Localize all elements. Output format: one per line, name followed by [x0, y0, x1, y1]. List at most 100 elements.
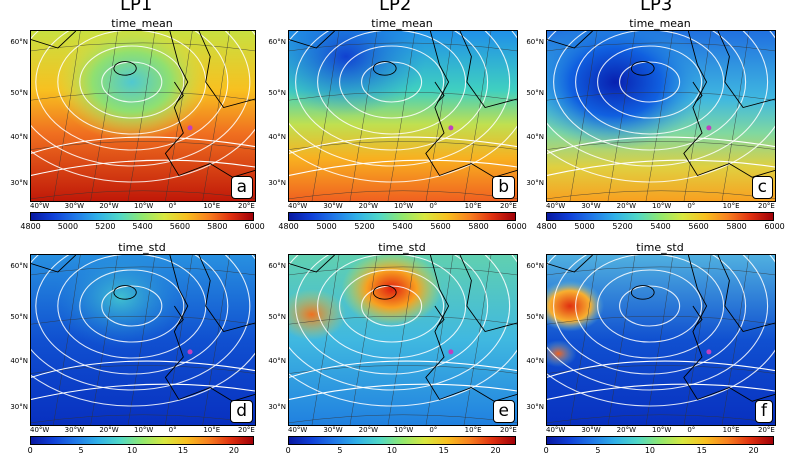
- lat-tick-label: 60°N: [10, 261, 28, 270]
- colorbar-tick-label: 5000: [574, 222, 595, 231]
- lon-tick-label: 10°W: [134, 202, 154, 210]
- lon-tick-label: 20°W: [358, 426, 378, 434]
- lat-tick-label: 60°N: [268, 37, 286, 46]
- lat-tick-label: 40°N: [268, 357, 286, 366]
- colorbar: [546, 212, 774, 221]
- lat-tick-label: 60°N: [10, 37, 28, 46]
- lon-tick-label: 40°W: [546, 426, 566, 434]
- panel-title: time_std: [378, 241, 426, 254]
- colorbar-tick-label: 20: [228, 446, 240, 455]
- lat-tick-label: 50°N: [268, 88, 286, 97]
- lon-tick-label: 40°W: [30, 202, 50, 210]
- colorbar-tick-label: 5000: [316, 222, 337, 231]
- colorbar: [546, 436, 774, 445]
- lat-tick-label: 30°N: [268, 179, 286, 187]
- lon-tick-label: 10°E: [203, 202, 221, 210]
- colorbar-tick-label: 15: [696, 446, 707, 455]
- lon-tick-label: 0°: [168, 426, 177, 434]
- lon-tick-label: 10°W: [394, 202, 414, 210]
- colorbar-tick-label: 5400: [392, 222, 413, 231]
- colorbar-tick-label: 5400: [132, 222, 153, 231]
- lat-tick-label: 40°N: [10, 357, 28, 366]
- colorbar: [288, 436, 516, 445]
- colorbar-tick-label: 10: [127, 446, 138, 455]
- map-plot: d: [30, 254, 256, 426]
- panel-letter: e: [492, 400, 515, 423]
- lon-tick-label: 10°E: [203, 426, 221, 434]
- colorbar-tick-label: 20: [490, 446, 501, 455]
- colorbar-tick-label: 5: [78, 446, 84, 455]
- lon-tick-label: 10°E: [722, 426, 740, 434]
- colorbar-tick-label: 6000: [506, 222, 527, 231]
- lon-tick-label: 10°E: [464, 426, 482, 434]
- lon-tick-label: 20°E: [238, 426, 255, 434]
- lat-tick-label: 40°N: [526, 357, 544, 366]
- colorbar: [30, 436, 254, 445]
- lon-tick-label: 20°E: [500, 426, 517, 434]
- lon-tick-label: 10°E: [722, 202, 740, 210]
- lon-tick-label: 20°W: [616, 426, 636, 434]
- lon-tick-label: 30°W: [64, 202, 84, 210]
- panel-title: time_mean: [111, 17, 173, 30]
- lon-tick-label: 20°E: [500, 202, 517, 210]
- colorbar-tick-label: 10: [386, 446, 398, 455]
- lon-tick-label: 40°W: [546, 202, 566, 210]
- panel-title: time_std: [636, 241, 684, 254]
- colorbar-tick-label: 5200: [612, 222, 633, 231]
- lon-tick-label: 20°W: [99, 426, 119, 434]
- colorbar-tick-label: 5200: [95, 222, 116, 231]
- panel-title: time_mean: [371, 17, 433, 30]
- lon-tick-label: 30°W: [581, 202, 601, 210]
- lon-tick-label: 30°W: [581, 426, 601, 434]
- map-plot: f: [546, 254, 776, 426]
- lon-tick-label: 40°W: [288, 202, 308, 210]
- lon-tick-label: 10°W: [652, 202, 672, 210]
- lon-tick-label: 0°: [429, 426, 438, 434]
- map-field: [547, 31, 775, 201]
- colorbar-tick-label: 5200: [354, 222, 375, 231]
- colorbar-tick-label: 0: [543, 446, 549, 455]
- colorbar-tick-label: 5800: [207, 222, 228, 231]
- colorbar: [30, 212, 254, 221]
- colorbar-tick-label: 6000: [764, 222, 785, 231]
- panel-letter: f: [755, 400, 773, 423]
- colorbar-tick-label: 5400: [650, 222, 671, 231]
- lat-tick-label: 60°N: [526, 37, 544, 46]
- column-title-lp2: LP2: [379, 0, 412, 15]
- column-title-lp1: LP1: [120, 0, 153, 15]
- lon-tick-label: 20°E: [758, 426, 775, 434]
- panel-letter: b: [492, 176, 515, 199]
- colorbar-tick-label: 6000: [244, 222, 265, 231]
- lat-tick-label: 30°N: [526, 403, 544, 411]
- map-field: [31, 31, 255, 201]
- lon-tick-label: 10°W: [134, 426, 154, 434]
- lon-tick-label: 40°W: [30, 426, 50, 434]
- colorbar-tick-label: 15: [438, 446, 449, 455]
- colorbar-tick-label: 5600: [430, 222, 451, 231]
- lon-tick-label: 20°E: [238, 202, 255, 210]
- lat-tick-label: 30°N: [268, 403, 286, 411]
- map-field: [289, 255, 517, 425]
- colorbar: [288, 212, 516, 221]
- colorbar-tick-label: 5000: [57, 222, 79, 231]
- panel-letter: d: [230, 400, 253, 423]
- colorbar-tick-label: 5: [337, 446, 343, 455]
- column-title-lp3: LP3: [640, 0, 673, 15]
- map-field: [289, 31, 517, 201]
- lon-tick-label: 0°: [168, 202, 177, 210]
- lat-tick-label: 30°N: [10, 179, 28, 187]
- lon-tick-label: 30°W: [323, 202, 343, 210]
- panel-title: time_mean: [629, 17, 691, 30]
- lon-tick-label: 30°W: [64, 426, 84, 434]
- colorbar-tick-label: 0: [285, 446, 291, 455]
- lat-tick-label: 40°N: [268, 133, 286, 142]
- lat-tick-label: 50°N: [10, 88, 28, 97]
- colorbar-tick-label: 5600: [688, 222, 709, 231]
- lon-tick-label: 10°E: [464, 202, 482, 210]
- lat-tick-label: 60°N: [526, 261, 544, 270]
- panel-letter: a: [230, 176, 253, 199]
- colorbar-tick-label: 4800: [278, 222, 299, 231]
- lon-tick-label: 20°W: [616, 202, 636, 210]
- lat-tick-label: 50°N: [268, 312, 286, 321]
- lat-tick-label: 50°N: [10, 312, 28, 321]
